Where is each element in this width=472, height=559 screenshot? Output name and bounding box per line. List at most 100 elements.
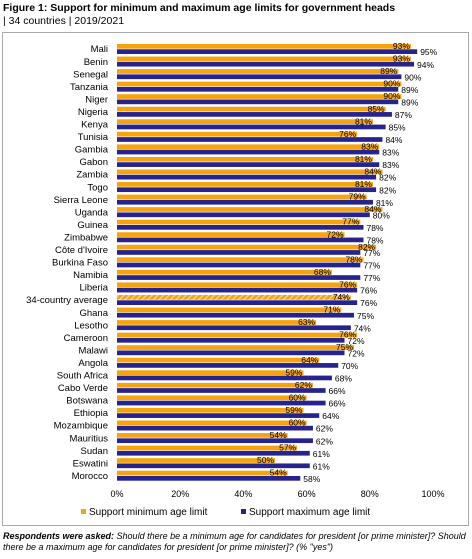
bar-min-age <box>117 219 361 225</box>
data-label-max: 66% <box>329 399 346 409</box>
data-label-max: 58% <box>303 474 320 484</box>
figure-subtitle: | 34 countries | 2019/2021 <box>3 15 125 27</box>
data-label-max: 61% <box>313 449 330 459</box>
data-label-max: 78% <box>366 235 383 245</box>
data-label-min: 59% <box>285 405 302 415</box>
data-label-min: 60% <box>289 392 306 402</box>
data-label-min: 74% <box>333 292 350 302</box>
category-label: 34-country average <box>26 295 108 306</box>
bar-min-age <box>117 119 373 124</box>
data-label-min: 64% <box>301 355 318 365</box>
bar-max-age <box>117 250 361 255</box>
category-label: Mauritius <box>69 433 108 444</box>
bar-min-age <box>117 207 383 212</box>
x-tick-label: 60% <box>298 489 316 499</box>
legend-label-min: Support minimum age limit <box>89 507 208 518</box>
data-label-max: 76% <box>360 286 377 296</box>
x-tick-label: 20% <box>171 489 189 499</box>
bar-max-age <box>117 162 380 167</box>
bar-max-age <box>117 463 310 469</box>
footnote-text: Should there be a minimum age for candid… <box>3 531 466 552</box>
data-label-min: 85% <box>368 104 385 114</box>
footnote: Respondents were asked: Should there be … <box>3 531 469 553</box>
category-label: Uganda <box>75 207 109 218</box>
bar-min-age <box>117 56 411 62</box>
bar-max-age <box>117 337 345 343</box>
data-label-min: 84% <box>364 167 381 177</box>
bar-max-age <box>117 300 358 305</box>
bar-max-age <box>117 99 399 105</box>
data-label-max: 87% <box>395 110 412 120</box>
bar-max-age <box>117 199 373 205</box>
category-label: Mozambique <box>54 421 108 432</box>
data-label-min: 68% <box>314 267 331 277</box>
category-label: Burkina Faso <box>52 258 108 269</box>
footnote-lead: Respondents were asked: <box>3 531 115 541</box>
category-label: Eswatini <box>73 458 108 469</box>
bar-min-age <box>117 257 364 263</box>
bars <box>117 44 418 481</box>
bar-min-age <box>117 69 399 74</box>
category-label: Namibia <box>73 270 109 281</box>
bar-min-age <box>117 307 342 313</box>
data-label-max: 76% <box>360 298 377 308</box>
bar-min-age <box>117 81 402 87</box>
category-label: Ethiopia <box>74 408 109 419</box>
bar-max-age <box>117 350 345 356</box>
bar-min-age <box>117 106 386 112</box>
data-label-min: 81% <box>355 179 372 189</box>
bar-max-age <box>117 61 415 67</box>
data-label-min: 82% <box>358 242 375 252</box>
bar-min-age <box>117 345 354 350</box>
category-label: Togo <box>87 182 108 193</box>
bar-max-age <box>117 375 332 381</box>
data-label-min: 90% <box>383 91 400 101</box>
data-label-max: 83% <box>382 148 399 158</box>
bar-max-age <box>117 112 392 117</box>
data-label-max: 80% <box>373 210 390 220</box>
data-label-min: 84% <box>364 204 381 214</box>
bar-max-age <box>117 74 402 80</box>
data-label-min: 76% <box>339 279 356 289</box>
category-label: Morocco <box>72 471 108 482</box>
bar-max-age <box>117 124 386 130</box>
bar-max-age <box>117 325 351 331</box>
bar-max-age <box>117 438 313 444</box>
bar-min-age <box>117 282 358 288</box>
legend: Support minimum age limit Support maximum… <box>81 507 370 518</box>
category-label: Zimbabwe <box>64 232 108 243</box>
category-label: Tunisia <box>78 132 109 143</box>
bar-min-age <box>117 320 317 325</box>
category-label: Cameroon <box>64 333 108 344</box>
bar-min-age <box>117 382 313 388</box>
data-label-max: 75% <box>357 311 374 321</box>
category-label: Guinea <box>77 220 108 231</box>
category-label: Liberia <box>79 283 108 294</box>
category-label: Zambia <box>76 170 108 181</box>
category-label: Kenya <box>81 120 109 131</box>
x-tick-label: 40% <box>234 489 252 499</box>
data-label-min: 90% <box>383 79 400 89</box>
bar-min-age <box>117 144 380 150</box>
data-label-max: 94% <box>417 60 434 70</box>
data-label-max: 74% <box>354 323 371 333</box>
data-label-max: 61% <box>313 461 330 471</box>
bar-min-age <box>117 194 367 200</box>
bar-max-age <box>117 149 380 155</box>
chart-frame <box>2 32 469 526</box>
data-label-min: 57% <box>279 443 296 453</box>
category-label: Malawi <box>78 345 108 356</box>
data-label-max: 66% <box>329 386 346 396</box>
bar-min-age <box>117 458 275 463</box>
data-label-max: 89% <box>401 97 418 107</box>
data-label-min: 89% <box>380 66 397 76</box>
category-label: Senegal <box>73 69 108 80</box>
bar-min-age <box>117 156 373 162</box>
bar-min-age <box>117 357 320 363</box>
data-label-max: 89% <box>401 85 418 95</box>
bar-min-age <box>117 445 298 451</box>
category-label: Botswana <box>66 396 108 407</box>
bar-min-age <box>117 94 402 99</box>
data-label-max: 90% <box>404 72 421 82</box>
